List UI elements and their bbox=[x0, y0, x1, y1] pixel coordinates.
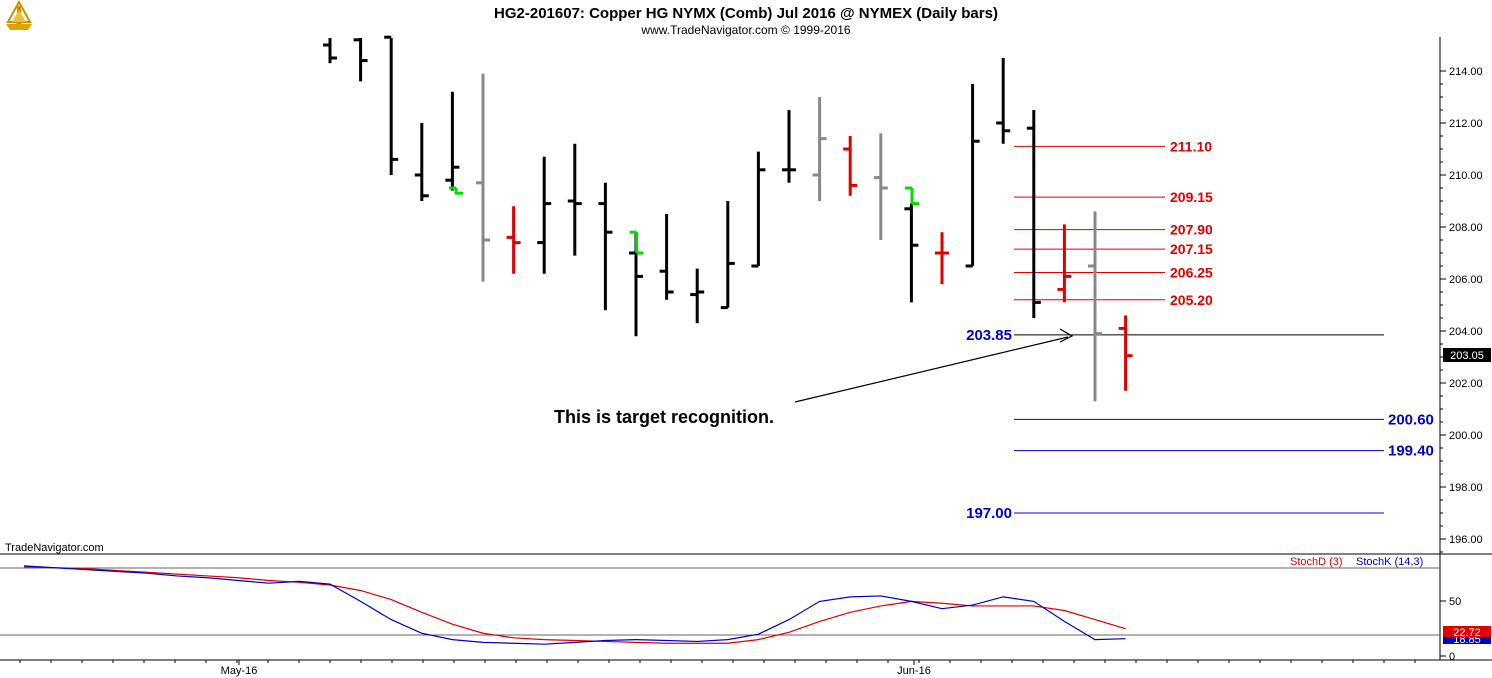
ohlc-bar bbox=[476, 73, 490, 282]
price-panel: 214.00 212.00 210.00 208.00 206.00 204.00 202.… bbox=[0, 35, 1492, 555]
ohlc-bar bbox=[1026, 110, 1041, 318]
level-label: 203.85 bbox=[966, 327, 1012, 344]
ohlc-bar bbox=[353, 38, 368, 82]
ohlc-bar bbox=[843, 136, 858, 196]
ohlc-bar bbox=[935, 232, 949, 285]
stoch-tick-label: 50 bbox=[1449, 596, 1461, 608]
ohlc-bar bbox=[904, 203, 919, 303]
ohlc-bar bbox=[873, 133, 888, 240]
logo-icon bbox=[6, 0, 32, 30]
ohlc-bar bbox=[1057, 224, 1072, 303]
level-label: 207.15 bbox=[1170, 241, 1213, 257]
ohlc-bar bbox=[751, 151, 766, 268]
price-tick-label: 198.00 bbox=[1449, 482, 1483, 494]
level-label: 197.00 bbox=[966, 505, 1012, 522]
level-label: 205.20 bbox=[1170, 292, 1213, 308]
price-tick-label: 196.00 bbox=[1449, 534, 1483, 546]
price-tick-label: 212.00 bbox=[1449, 118, 1483, 130]
ohlc-bar bbox=[629, 230, 644, 255]
price-axis: 214.00 212.00 210.00 208.00 206.00 204.00 202.… bbox=[1440, 66, 1483, 553]
date-axis: May-16 Jun-16 bbox=[19, 660, 1416, 677]
level-label: 200.60 bbox=[1388, 411, 1434, 428]
ohlc-bar bbox=[567, 143, 582, 256]
last-price-marker: 203.05 bbox=[1443, 348, 1491, 362]
price-tick-label: 200.00 bbox=[1449, 430, 1483, 442]
annotation-text: This is target recognition. bbox=[554, 407, 774, 427]
legend-stochk: StochK (14,3) bbox=[1356, 556, 1423, 568]
price-tick-label: 204.00 bbox=[1449, 326, 1483, 338]
date-tick-label: Jun-16 bbox=[897, 665, 931, 677]
watermark: TradeNavigator.com bbox=[5, 542, 104, 554]
ohlc-bar bbox=[384, 35, 399, 175]
ohlc-bar bbox=[506, 206, 521, 274]
price-tick-label: 202.00 bbox=[1449, 378, 1483, 390]
chart-subtitle: www.TradeNavigator.com © 1999-2016 bbox=[640, 23, 850, 37]
ohlc-bar bbox=[1118, 315, 1133, 391]
ohlc-bar bbox=[965, 84, 980, 268]
ohlc-bar bbox=[1088, 211, 1102, 402]
ohlc-bar bbox=[782, 110, 796, 183]
ohlc-bar bbox=[659, 214, 674, 300]
price-tick-label: 206.00 bbox=[1449, 274, 1483, 286]
stochd-last-value: 22.72 bbox=[1453, 627, 1481, 639]
target-levels: 211.10 209.15 207.90 207.15 206.25 205.20 203.… bbox=[966, 138, 1434, 522]
price-tick-label: 208.00 bbox=[1449, 222, 1483, 234]
last-price-label: 203.05 bbox=[1450, 350, 1484, 362]
ohlc-bar bbox=[812, 97, 827, 201]
stochastic-lines bbox=[23, 565, 1126, 645]
stochastic-axis: 50 0 bbox=[1440, 596, 1461, 663]
stoch-line bbox=[23, 565, 1126, 645]
ohlc-bar bbox=[537, 156, 552, 274]
stoch-last-values: 18.85 22.72 bbox=[1443, 626, 1491, 646]
level-label: 207.90 bbox=[1170, 222, 1213, 238]
ohlc-bar bbox=[445, 91, 460, 191]
stochastic-reference-lines bbox=[0, 567, 1440, 636]
legend-stochd: StochD (3) bbox=[1290, 556, 1343, 568]
ohlc-bar bbox=[449, 186, 464, 195]
level-label: 211.10 bbox=[1170, 138, 1212, 154]
price-bars bbox=[323, 35, 1133, 402]
ohlc-bar bbox=[905, 186, 920, 206]
annotation: This is target recognition. bbox=[554, 328, 1074, 427]
ohlc-bar bbox=[598, 182, 613, 311]
date-tick-label: May-16 bbox=[221, 665, 258, 677]
level-label: 206.25 bbox=[1170, 265, 1213, 281]
chart-title: HG2-201607: Copper HG NYMX (Comb) Jul 20… bbox=[494, 5, 998, 22]
ohlc-bar bbox=[720, 201, 735, 310]
stoch-line bbox=[23, 566, 1126, 644]
ohlc-bar bbox=[690, 268, 705, 324]
ohlc-bar bbox=[414, 123, 429, 201]
price-tick-label: 214.00 bbox=[1449, 66, 1483, 78]
stochastic-panel: 50 0 StochD (3) StochK (14,3) 18.85 22.72 bbox=[0, 554, 1492, 663]
price-tick-label: 210.00 bbox=[1449, 170, 1483, 182]
ohlc-bar bbox=[996, 58, 1011, 144]
ohlc-bar bbox=[323, 38, 337, 64]
stoch-tick-label: 0 bbox=[1449, 651, 1455, 663]
level-label: 209.15 bbox=[1170, 189, 1213, 205]
level-label: 199.40 bbox=[1388, 443, 1434, 460]
